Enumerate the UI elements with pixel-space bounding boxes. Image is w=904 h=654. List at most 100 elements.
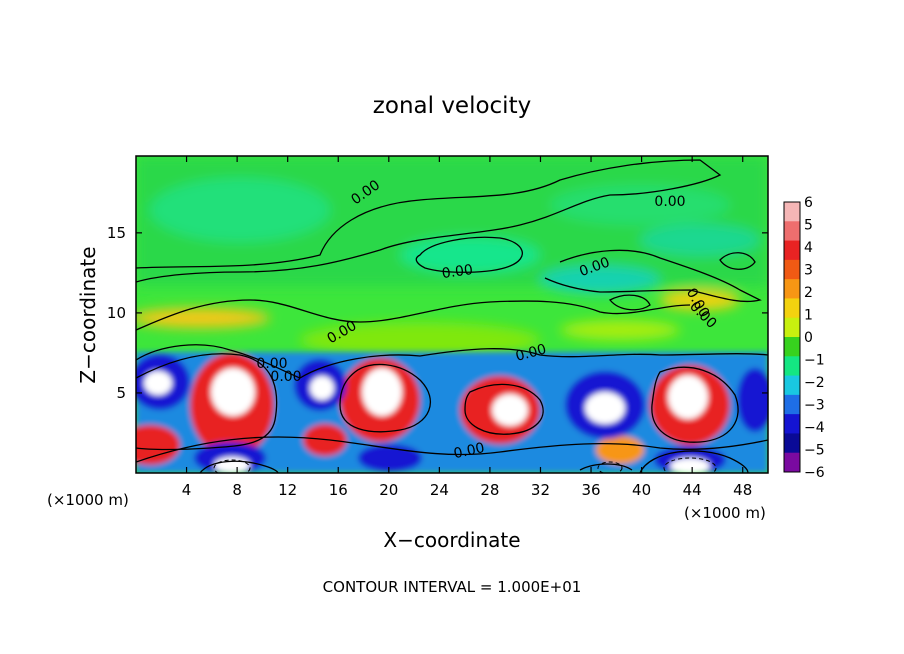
white-core bbox=[670, 458, 710, 473]
contour-label: 0.00 bbox=[256, 356, 287, 372]
x-tick-label: 8 bbox=[232, 481, 242, 499]
colorbar-segment bbox=[784, 337, 800, 357]
white-core bbox=[211, 368, 255, 416]
x-unit-left: (×1000 m) bbox=[47, 491, 129, 509]
colorbar-segment bbox=[784, 298, 800, 319]
contour-line bbox=[597, 461, 623, 473]
x-axis-title: X−coordinate bbox=[383, 528, 520, 552]
contour-line bbox=[719, 252, 756, 270]
colorbar-segment bbox=[784, 259, 800, 280]
x-tick-label: 20 bbox=[379, 481, 398, 499]
contour-lines bbox=[136, 159, 768, 473]
contour-line bbox=[663, 457, 717, 473]
contour-line bbox=[544, 249, 762, 303]
contour-line bbox=[199, 460, 279, 473]
y-tick-label: 5 bbox=[116, 384, 126, 402]
white-core bbox=[668, 375, 708, 419]
colorbar-label: −6 bbox=[804, 465, 825, 481]
x-tick-label: 28 bbox=[480, 481, 499, 499]
colorbar-label: 4 bbox=[804, 240, 813, 256]
upper-patch bbox=[150, 178, 330, 242]
white-core bbox=[214, 457, 250, 473]
colorbar-label: −1 bbox=[804, 353, 825, 369]
y-tick-label: 15 bbox=[107, 224, 126, 242]
blue-cell bbox=[737, 368, 768, 432]
colorbar-label: 2 bbox=[804, 285, 813, 301]
contour-line bbox=[651, 366, 739, 443]
colorbar-label: −4 bbox=[804, 420, 825, 436]
white-core bbox=[310, 376, 334, 400]
contour-label: 0.00 bbox=[441, 262, 474, 282]
colorbar-segment bbox=[784, 394, 800, 415]
lower-layer bbox=[136, 352, 768, 473]
contour-line bbox=[136, 353, 278, 451]
contour-line bbox=[579, 463, 633, 471]
colorbar-segment bbox=[784, 279, 800, 299]
x-tick-label: 4 bbox=[182, 481, 192, 499]
x-tick-label: 40 bbox=[632, 481, 651, 499]
colorbar-segment bbox=[784, 221, 800, 242]
velocity-field: 0.00 0.000.00 0.000.000.000.000.000.000.00… bbox=[136, 156, 768, 473]
colorbar-label: −3 bbox=[804, 398, 825, 414]
chart-title: zonal velocity bbox=[373, 93, 531, 119]
colorbar-segment bbox=[784, 356, 800, 377]
x-tick-label: 44 bbox=[683, 481, 702, 499]
colorbar-label: 0 bbox=[804, 330, 813, 346]
x-tick-label: 32 bbox=[531, 481, 550, 499]
contour-label: 0.00 bbox=[452, 440, 486, 462]
mid-patch bbox=[136, 308, 270, 328]
white-core bbox=[492, 394, 528, 426]
contour-line bbox=[136, 344, 768, 379]
colorbar-frame bbox=[783, 201, 801, 473]
white-core bbox=[362, 368, 402, 416]
colorbar-label: −5 bbox=[804, 443, 825, 459]
white-core bbox=[144, 371, 172, 395]
colorbar-segment bbox=[784, 202, 800, 222]
contour-line bbox=[136, 159, 722, 283]
x-tick-label: 48 bbox=[733, 481, 752, 499]
x-axis: 4 8 12 16 20 24 28 32 36 40 44 48 bbox=[182, 156, 752, 499]
contour-label: 0.00 bbox=[270, 369, 301, 385]
plot-frame bbox=[135, 155, 769, 474]
colorbar-label: 5 bbox=[804, 218, 813, 234]
red-cell bbox=[136, 425, 180, 465]
dashed-contours bbox=[213, 457, 717, 473]
contour-line bbox=[136, 436, 768, 463]
contour-line bbox=[639, 450, 749, 473]
colorbar-label: 6 bbox=[804, 195, 813, 211]
contour-line bbox=[136, 299, 691, 331]
colorbar-segment bbox=[784, 317, 800, 338]
x-tick-label: 16 bbox=[329, 481, 348, 499]
colorbar-label: 1 bbox=[804, 308, 813, 324]
colorbar-segment bbox=[784, 240, 800, 261]
upper-patch bbox=[640, 224, 760, 256]
colorbar-label: −2 bbox=[804, 375, 825, 391]
contour-label: 0.00 bbox=[514, 341, 548, 365]
x-tick-label: 24 bbox=[430, 481, 449, 499]
upper-layer bbox=[136, 156, 768, 358]
upper-patch bbox=[550, 185, 730, 225]
contour-line bbox=[339, 363, 431, 433]
white-core bbox=[585, 392, 625, 424]
contour-line bbox=[415, 236, 523, 273]
x-tick-label: 12 bbox=[278, 481, 297, 499]
y-axis-title: Z−coordinate bbox=[76, 246, 100, 383]
red-cell bbox=[596, 436, 644, 464]
colorbar: 6 5 4 3 2 1 0 −1 −2 −3 −4 −5 −6 bbox=[783, 195, 825, 481]
colorbar-segment bbox=[784, 433, 800, 454]
colorbar-label: 3 bbox=[804, 263, 813, 279]
contour-line bbox=[213, 459, 251, 473]
contour-line bbox=[608, 294, 651, 311]
colorbar-segment bbox=[784, 414, 800, 434]
y-axis: 5 10 15 bbox=[107, 224, 768, 402]
y-tick-label: 10 bbox=[107, 304, 126, 322]
colorbar-segment bbox=[784, 375, 800, 396]
colorbar-segment bbox=[784, 452, 800, 473]
mid-patch bbox=[560, 320, 680, 340]
x-tick-label: 36 bbox=[581, 481, 600, 499]
contour-line bbox=[464, 383, 544, 435]
x-unit-right: (×1000 m) bbox=[684, 504, 766, 522]
contour-label: 0.00 bbox=[654, 194, 685, 210]
contour-interval-note: CONTOUR INTERVAL = 1.000E+01 bbox=[323, 578, 582, 596]
